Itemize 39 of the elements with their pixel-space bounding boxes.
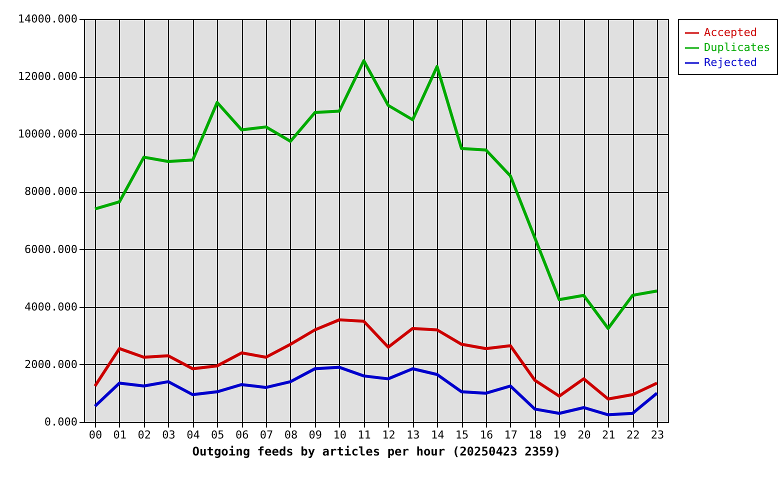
y-tick-label: 14000.000 — [18, 12, 78, 26]
x-tick-label: 21 — [602, 428, 616, 442]
x-tick-label: 13 — [406, 428, 420, 442]
x-tick-label: 16 — [480, 428, 494, 442]
x-tick-label: 14 — [430, 428, 445, 442]
x-tick-label: 15 — [455, 428, 469, 442]
legend-label: Accepted — [704, 26, 757, 39]
y-tick-label: 12000.000 — [18, 70, 78, 84]
x-tick-label: 18 — [528, 428, 542, 442]
line-series — [93, 59, 659, 330]
x-tick-label: 03 — [162, 428, 176, 442]
x-tick-label: 02 — [138, 428, 151, 442]
x-tick-label: 01 — [113, 428, 127, 442]
x-tick-label: 04 — [186, 428, 200, 442]
legend-label: Rejected — [704, 56, 757, 69]
x-tick-label: 06 — [235, 428, 249, 442]
x-tick-label: 10 — [333, 428, 346, 442]
x-tick-label: 17 — [504, 428, 518, 442]
x-tick-label: 19 — [553, 428, 566, 442]
y-tick-label: 8000.000 — [24, 185, 78, 198]
x-axis-title: Outgoing feeds by articles per hour (20250423 2359) — [192, 444, 561, 458]
y-tick-label: 6000.000 — [24, 242, 78, 256]
y-tick-label: 2000.000 — [24, 358, 78, 371]
y-tick-label: 0.000 — [44, 416, 78, 428]
x-tick-label: 12 — [382, 428, 396, 442]
line-series — [93, 318, 659, 400]
x-tick-label: 00 — [88, 428, 102, 442]
legend-label: Duplicates — [704, 41, 770, 54]
x-tick-label: 22 — [626, 428, 640, 442]
x-tick-label: 09 — [308, 428, 322, 442]
line-series — [93, 366, 659, 416]
x-tick-label: 05 — [211, 428, 224, 442]
x-tick-label: 07 — [260, 428, 274, 442]
x-tick-label: 20 — [578, 428, 591, 442]
x-tick-label: 08 — [284, 428, 298, 442]
x-tick-label: 23 — [650, 428, 664, 442]
y-tick-label: 4000.000 — [24, 300, 78, 314]
x-tick-label: 11 — [358, 428, 371, 442]
y-tick-label: 10000.000 — [18, 128, 78, 141]
